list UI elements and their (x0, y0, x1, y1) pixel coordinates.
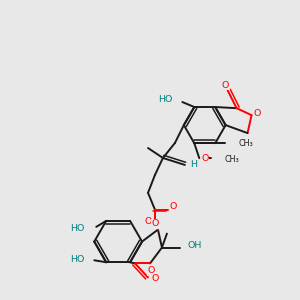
Text: O: O (202, 154, 209, 163)
Text: O: O (254, 109, 261, 118)
Text: HO: HO (158, 94, 172, 103)
Text: H: H (190, 160, 197, 169)
Text: O: O (169, 202, 177, 211)
Text: CH₃: CH₃ (224, 154, 239, 164)
Text: O: O (151, 219, 159, 228)
Text: HO: HO (70, 224, 84, 233)
Text: O: O (144, 217, 152, 226)
Text: HO: HO (70, 255, 84, 264)
Text: OH: OH (188, 241, 202, 250)
Text: O: O (151, 274, 159, 283)
Text: O: O (222, 81, 229, 90)
Text: O: O (147, 266, 155, 275)
Text: CH₃: CH₃ (238, 139, 253, 148)
